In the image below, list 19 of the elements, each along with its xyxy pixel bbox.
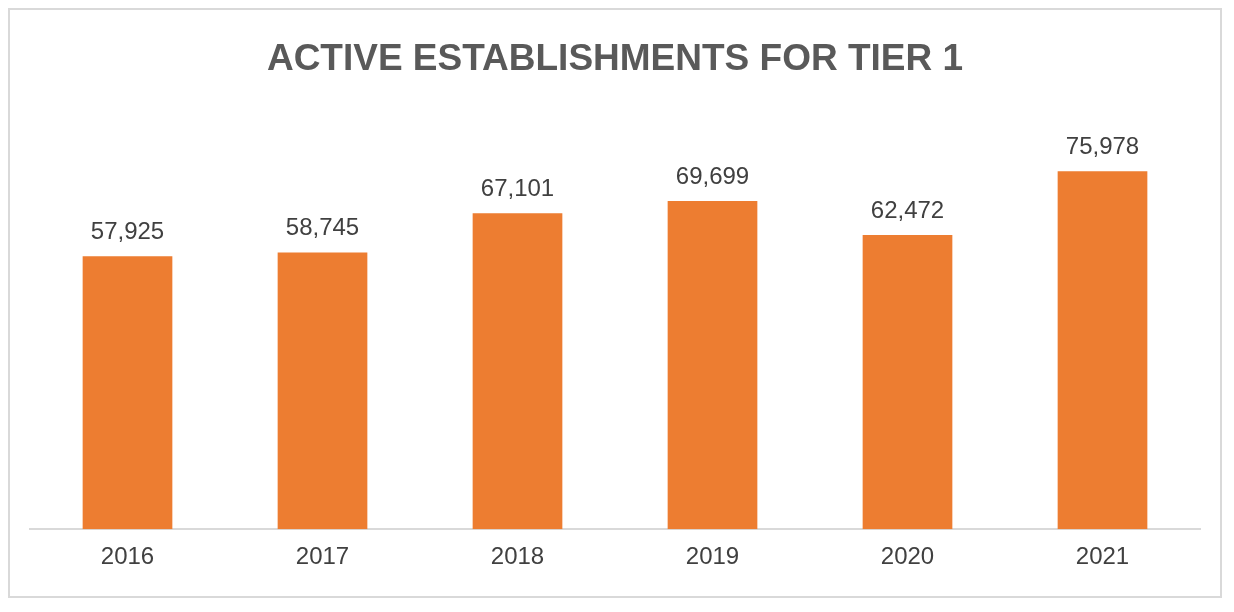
x-tick-label: 2017 <box>295 542 350 570</box>
x-tick-label: 2016 <box>100 542 155 570</box>
bar <box>862 234 953 530</box>
bar <box>277 252 368 530</box>
data-label: 75,978 <box>1065 131 1140 159</box>
x-tick-label: 2018 <box>490 542 545 570</box>
data-label: 67,101 <box>480 173 555 201</box>
data-label: 57,925 <box>90 217 165 244</box>
x-tick-label: 2019 <box>685 542 740 570</box>
data-label: 69,699 <box>675 161 750 189</box>
x-tick-label: 2020 <box>880 542 935 570</box>
chart-title: ACTIVE ESTABLISHMENTS FOR TIER 1 <box>266 37 964 79</box>
bar <box>82 256 173 530</box>
bar <box>1057 171 1148 530</box>
x-tick-label: 2021 <box>1075 542 1130 570</box>
data-label: 62,472 <box>870 195 945 223</box>
bar <box>667 200 758 530</box>
data-label: 58,745 <box>285 213 360 241</box>
bar <box>472 213 563 530</box>
